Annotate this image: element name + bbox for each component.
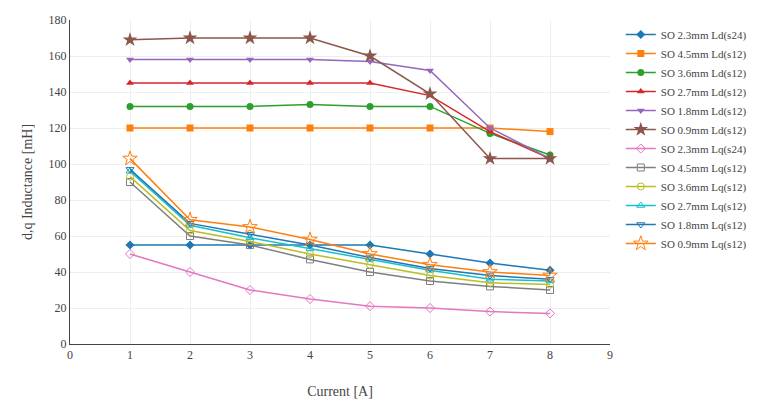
- svg-text:SO 2.7mm Lq(s12): SO 2.7mm Lq(s12): [661, 200, 747, 213]
- svg-text:SO 1.8mm Lq(s12): SO 1.8mm Lq(s12): [661, 219, 747, 232]
- svg-text:SO 0.9mm Ld(s12): SO 0.9mm Ld(s12): [661, 124, 747, 137]
- svg-text:3: 3: [247, 348, 253, 362]
- svg-text:SO 3.6mm Ld(s12): SO 3.6mm Ld(s12): [661, 67, 747, 80]
- svg-text:SO 4.5mm Ld(s12): SO 4.5mm Ld(s12): [661, 48, 747, 61]
- svg-text:60: 60: [55, 229, 67, 243]
- svg-text:120: 120: [49, 121, 67, 135]
- svg-text:9: 9: [607, 348, 613, 362]
- svg-text:140: 140: [49, 85, 67, 99]
- svg-text:SO 3.6mm Lq(s12): SO 3.6mm Lq(s12): [661, 181, 747, 194]
- svg-text:7: 7: [487, 348, 493, 362]
- svg-text:80: 80: [55, 193, 67, 207]
- svg-text:SO 1.8mm Ld(s12): SO 1.8mm Ld(s12): [661, 105, 747, 118]
- svg-text:180: 180: [49, 13, 67, 27]
- svg-text:2: 2: [187, 348, 193, 362]
- svg-text:SO 2.3mm Lq(s24): SO 2.3mm Lq(s24): [661, 143, 747, 156]
- svg-text:0: 0: [61, 337, 67, 351]
- svg-text:5: 5: [367, 348, 373, 362]
- svg-text:40: 40: [55, 265, 67, 279]
- svg-text:8: 8: [547, 348, 553, 362]
- svg-text:SO 0.9mm Lq(s12): SO 0.9mm Lq(s12): [661, 238, 747, 251]
- svg-text:4: 4: [307, 348, 313, 362]
- svg-text:20: 20: [55, 301, 67, 315]
- svg-text:160: 160: [49, 49, 67, 63]
- svg-text:SO 2.7mm Ld(s12): SO 2.7mm Ld(s12): [661, 86, 747, 99]
- svg-text:1: 1: [127, 348, 133, 362]
- svg-text:6: 6: [427, 348, 433, 362]
- svg-text:d,q Inductance [mH]: d,q Inductance [mH]: [20, 124, 35, 240]
- svg-text:Current [A]: Current [A]: [307, 384, 373, 399]
- svg-text:SO 4.5mm Lq(s12): SO 4.5mm Lq(s12): [661, 162, 747, 175]
- svg-text:0: 0: [67, 348, 73, 362]
- svg-text:SO 2.3mm Ld(s24): SO 2.3mm Ld(s24): [661, 29, 747, 42]
- svg-text:100: 100: [49, 157, 67, 171]
